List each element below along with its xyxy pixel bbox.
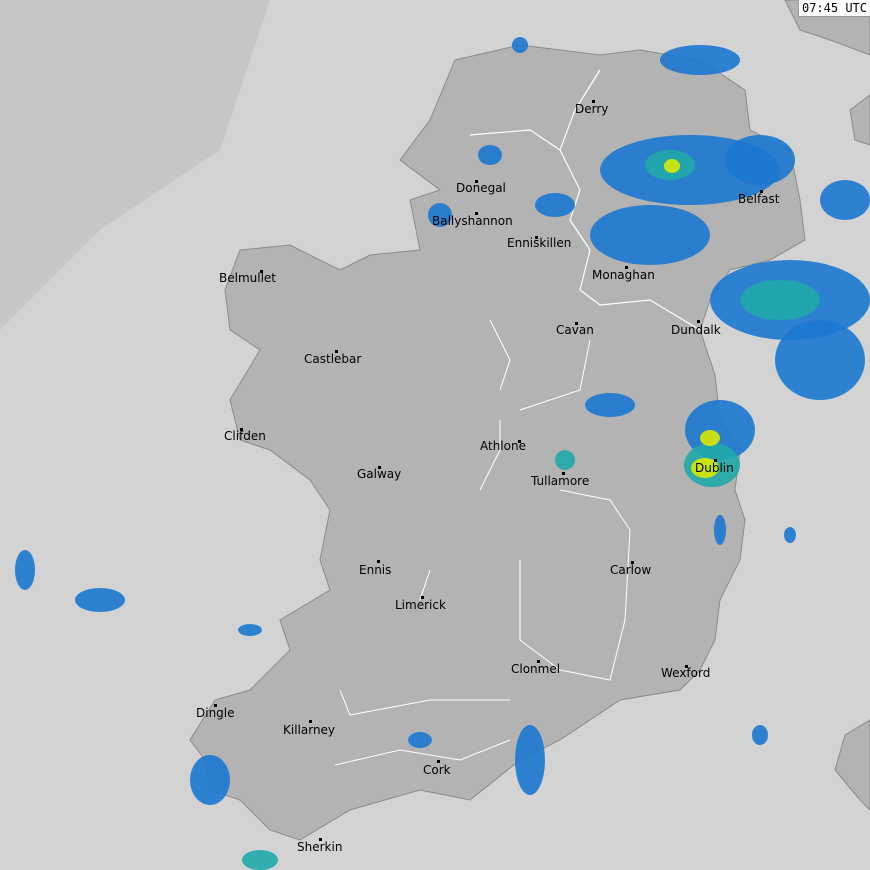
city-marker [421, 596, 424, 599]
city-marker [260, 270, 263, 273]
wales-landmass [834, 719, 870, 811]
rain-echo-rain-light [714, 515, 726, 545]
city-label-castlebar: Castlebar [304, 352, 362, 366]
city-label-dingle: Dingle [196, 706, 235, 720]
city-label-galway: Galway [357, 467, 402, 481]
city-label-limerick: Limerick [395, 598, 446, 612]
rain-echo-rain-light [15, 550, 35, 590]
city-label-tullamore: Tullamore [531, 474, 590, 488]
city-marker [537, 660, 540, 663]
city-marker [240, 428, 243, 431]
city-marker [378, 466, 381, 469]
rain-echo-rain-light [515, 725, 545, 795]
city-marker [475, 212, 478, 215]
rain-echo-rain-light [784, 527, 796, 543]
city-marker [714, 459, 717, 462]
city-label-carlow: Carlow [610, 563, 652, 577]
city-label-belfast: Belfast [738, 192, 780, 206]
timestamp: 07:45 UTC [797, 0, 870, 17]
city-label-athlone: Athlone [480, 439, 526, 453]
rain-echo-rain-heavy [691, 458, 719, 478]
city-label-donegal: Donegal [456, 181, 506, 195]
rain-echoes [15, 37, 870, 870]
rain-echo-rain-light [820, 180, 870, 220]
rain-echo-rain-light [590, 205, 710, 265]
rain-echo-rain-light [478, 145, 502, 165]
rain-echo-rain-light [585, 393, 635, 417]
rain-echo-rain-heavy [664, 159, 680, 173]
city-marker [437, 760, 440, 763]
offshore-zone [0, 0, 270, 330]
city-label-ballyshannon: Ballyshannon [432, 214, 513, 228]
border-line [469, 69, 701, 331]
rain-echo-rain-light [238, 624, 262, 636]
city-marker [685, 665, 688, 668]
city-marker [592, 100, 595, 103]
rain-echo-rain-moderate [242, 850, 278, 870]
rain-echo-rain-light [660, 45, 740, 75]
city-marker [760, 190, 763, 193]
city-marker [575, 322, 578, 325]
city-marker [518, 440, 521, 443]
rain-echo-rain-light [428, 203, 452, 227]
city-label-clifden: Clifden [224, 429, 266, 443]
city-label-sherkin: Sherkin [297, 840, 343, 854]
city-marker [319, 838, 322, 841]
city-marker [562, 472, 565, 475]
rain-echo-rain-light [725, 135, 795, 185]
city-label-dublin: Dublin [695, 461, 734, 475]
city-marker [377, 560, 380, 563]
rain-echo-rain-moderate [555, 450, 575, 470]
city-label-cavan: Cavan [556, 323, 594, 337]
rain-echo-rain-heavy [700, 430, 720, 446]
city-label-enniskillen: Enniskillen [507, 236, 572, 250]
city-label-monaghan: Monaghan [592, 268, 655, 282]
city-label-derry: Derry [575, 102, 609, 116]
isle-of-man [849, 94, 870, 146]
city-marker [214, 704, 217, 707]
rain-echo-rain-light [408, 732, 432, 748]
city-label-ennis: Ennis [359, 563, 392, 577]
rain-echo-rain-light [775, 320, 865, 400]
rain-echo-rain-light [75, 588, 125, 612]
rain-echo-rain-light [512, 37, 528, 53]
rain-echo-rain-light [190, 755, 230, 805]
city-marker [631, 561, 634, 564]
county-lines [334, 319, 631, 766]
city-label-cork: Cork [423, 763, 451, 777]
city-label-clonmel: Clonmel [511, 662, 561, 676]
city-marker [335, 350, 338, 353]
city-marker [697, 320, 700, 323]
city-label-belmullet: Belmullet [219, 271, 276, 285]
rain-echo-rain-moderate [740, 280, 820, 320]
rain-echo-rain-light [535, 193, 575, 217]
city-marker [535, 236, 538, 239]
city-marker [625, 266, 628, 269]
city-label-dundalk: Dundalk [671, 323, 721, 337]
city-label-wexford: Wexford [661, 666, 711, 680]
city-marker [309, 720, 312, 723]
city-marker [475, 180, 478, 183]
rain-echo-rain-light [752, 725, 768, 745]
city-label-killarney: Killarney [283, 723, 336, 737]
